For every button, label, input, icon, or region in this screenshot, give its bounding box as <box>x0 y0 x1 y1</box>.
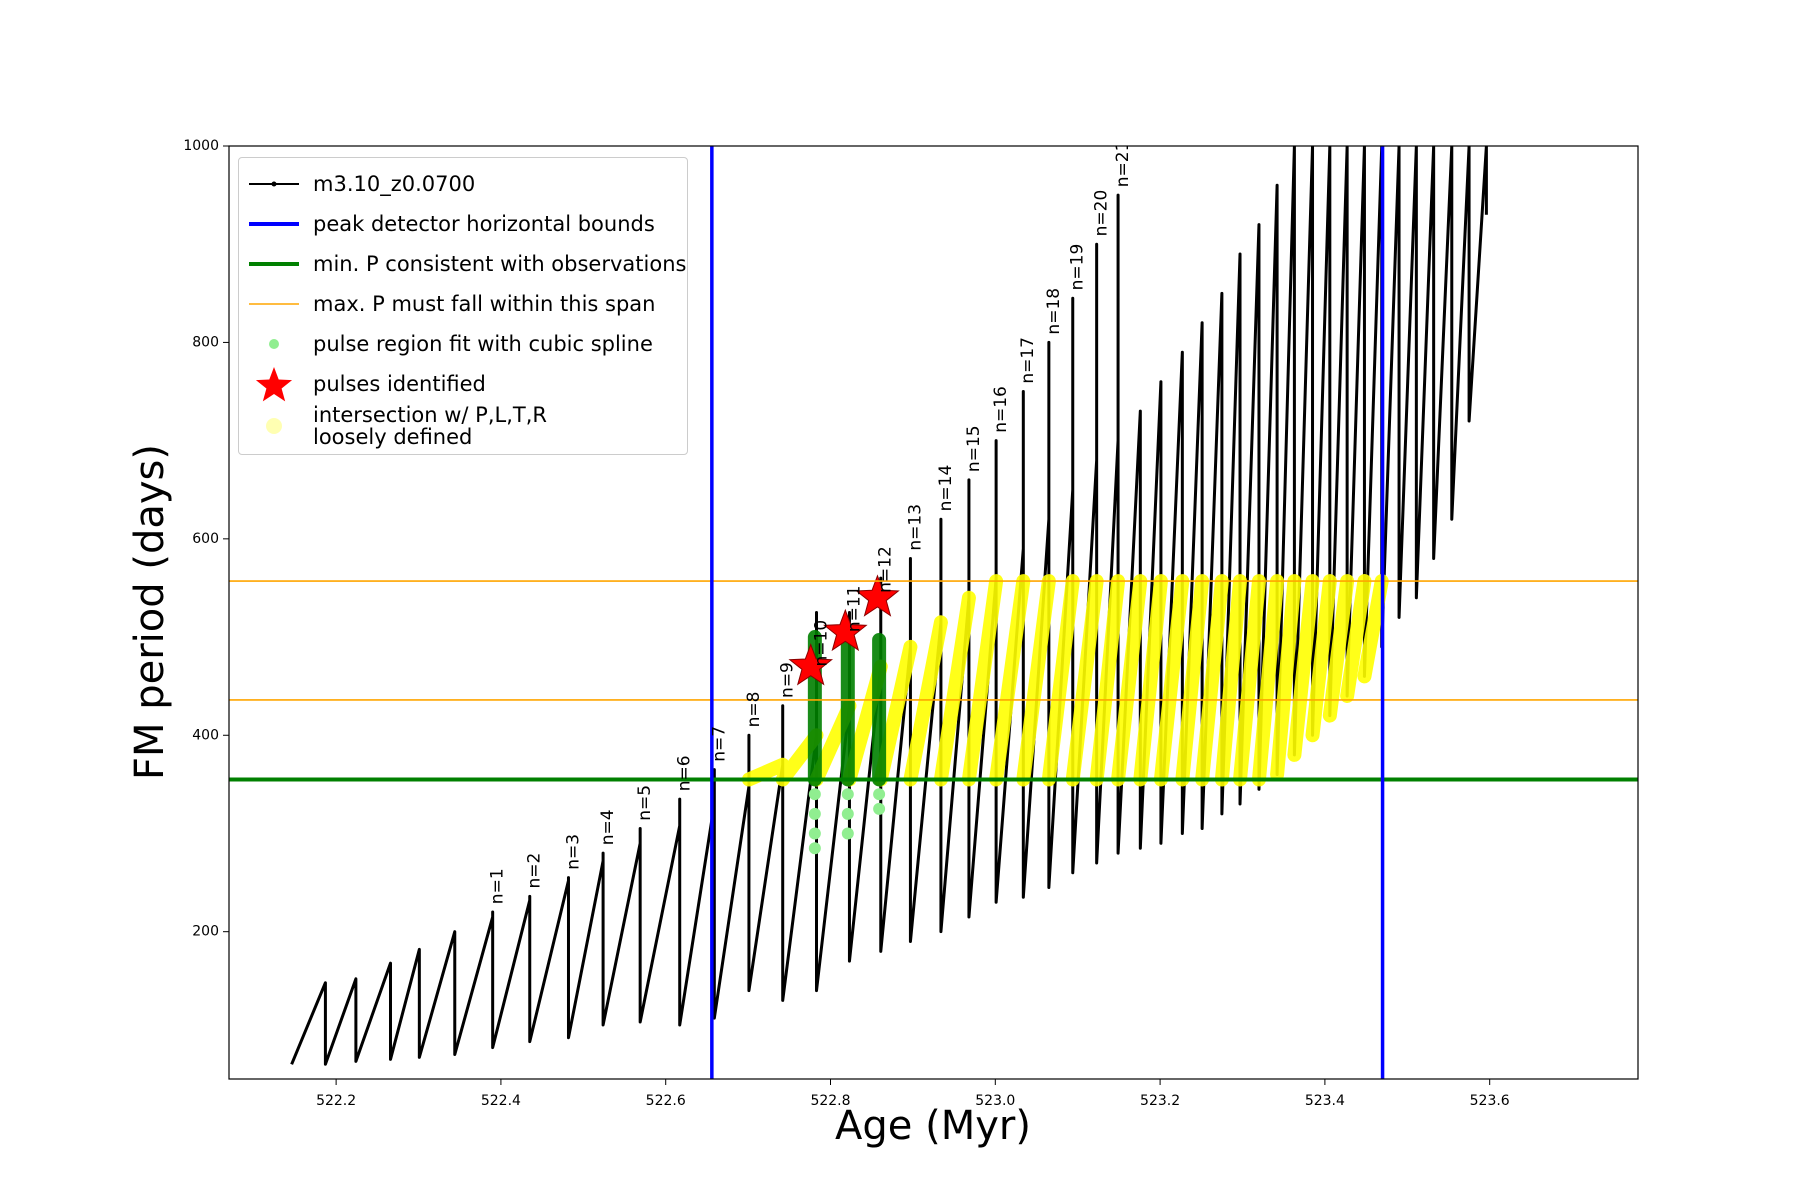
legend-label: min. P consistent with observations <box>313 252 687 276</box>
pulse-label: n=7 <box>709 726 729 762</box>
pulse-label: n=3 <box>563 834 583 870</box>
pulse-star <box>823 608 868 652</box>
y-tick-label: 800 <box>192 334 219 350</box>
pulse-label: n=6 <box>675 755 695 791</box>
legend-star <box>255 367 293 402</box>
x-axis-label: Age (Myr) <box>835 1103 1031 1149</box>
spline-point <box>873 788 886 801</box>
x-tick-label: 522.2 <box>316 1093 356 1109</box>
pulse-label: n=19 <box>1068 244 1088 291</box>
spline-point <box>808 788 821 801</box>
legend-marker <box>249 303 299 305</box>
pulse-label: n=11 <box>844 585 864 632</box>
spline-point <box>808 807 821 820</box>
y-tick-label: 200 <box>192 924 219 940</box>
pulse-star <box>855 574 900 617</box>
spline-point <box>873 802 886 815</box>
pulse-label: n=9 <box>778 662 798 698</box>
legend-marker <box>255 367 293 402</box>
legend-label: peak detector horizontal bounds <box>313 212 655 236</box>
x-tick-label: 523.0 <box>975 1093 1015 1109</box>
pulse-label: n=15 <box>964 425 984 472</box>
pulse-label: n=10 <box>811 620 831 667</box>
pulse-label: n=5 <box>635 785 655 821</box>
x-tick-label: 522.8 <box>810 1093 850 1109</box>
legend-marker <box>249 262 299 266</box>
pulse-star <box>788 643 834 686</box>
y-tick-label: 400 <box>192 727 219 743</box>
spline-point <box>808 827 821 840</box>
spline-point <box>841 827 854 840</box>
legend-entry: pulse region fit with cubic spline <box>239 324 687 364</box>
legend-entry: min. P consistent with observations <box>239 244 687 284</box>
pulse-label: n=18 <box>1044 288 1064 335</box>
spline-point <box>841 788 854 801</box>
pulse-label: n=4 <box>598 809 618 845</box>
pulse-label: n=16 <box>991 386 1011 433</box>
model-track <box>290 146 1488 1066</box>
x-tick-label: 523.4 <box>1305 1093 1345 1109</box>
pulse-label: n=13 <box>905 504 925 551</box>
x-tick-label: 522.6 <box>646 1093 686 1109</box>
pulse-label: n=1 <box>488 868 508 904</box>
pulse-label: n=8 <box>744 692 764 728</box>
pulse-label: n=21 <box>1113 141 1133 188</box>
legend-label: pulses identified <box>313 372 486 396</box>
x-tick-label: 522.4 <box>481 1093 521 1109</box>
legend-label: intersection w/ P,L,T,R loosely defined <box>313 403 547 449</box>
legend-dot <box>271 181 277 187</box>
plot-area: n=1 n=2 n=3 n=4 n=5 n=6 n=7 n=8 n=9 n=10 n=11 n=12 n… <box>229 141 1638 1079</box>
y-axis-label: FM period (days) <box>127 444 173 780</box>
legend-marker <box>269 339 279 349</box>
x-tick-label: 523.2 <box>1140 1093 1180 1109</box>
legend-dot <box>269 339 279 349</box>
pulse-label: n=14 <box>936 465 956 512</box>
legend-entry: m3.10_z0.0700 <box>239 164 687 204</box>
spline-point <box>841 807 854 820</box>
pulse-label: n=17 <box>1018 337 1038 384</box>
legend-entry: max. P must fall within this span <box>239 284 687 324</box>
legend-label: m3.10_z0.0700 <box>313 172 476 196</box>
legend-entry: pulses identified <box>239 364 687 404</box>
pulse-label: n=12 <box>876 546 896 593</box>
x-tick-label: 523.6 <box>1470 1093 1510 1109</box>
pulse-label: n=2 <box>525 853 545 889</box>
legend-entry: intersection w/ P,L,T,R loosely defined <box>239 404 687 448</box>
legend-entry: peak detector horizontal bounds <box>239 204 687 244</box>
legend-label: pulse region fit with cubic spline <box>313 332 653 356</box>
legend-marker <box>266 418 282 434</box>
pulse-label: n=20 <box>1092 190 1112 237</box>
legend-marker <box>249 222 299 226</box>
spline-point <box>808 842 821 855</box>
thick-segment <box>741 574 1389 787</box>
legend-dot <box>266 418 282 434</box>
legend-label: max. P must fall within this span <box>313 292 656 316</box>
axes-frame <box>228 145 1639 1080</box>
legend-marker <box>249 181 299 187</box>
y-tick-label: 1000 <box>183 138 219 154</box>
y-tick-label: 600 <box>192 531 219 547</box>
